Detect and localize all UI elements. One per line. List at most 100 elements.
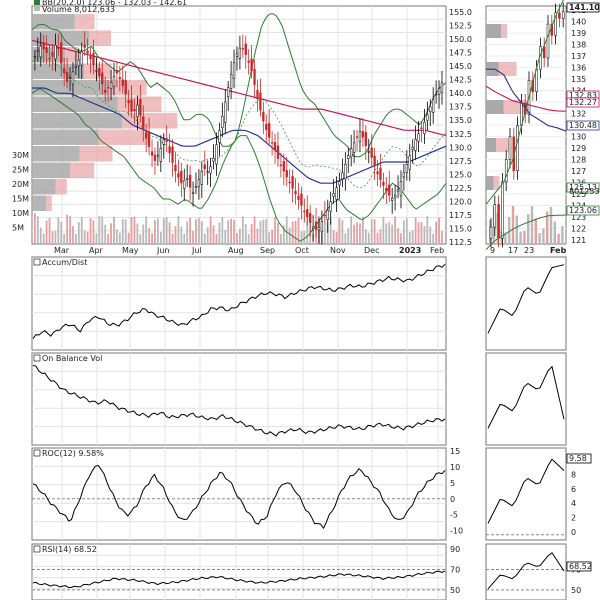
volume-bar xyxy=(341,220,344,244)
x-tick-label: Feb xyxy=(430,246,444,255)
volume-bar xyxy=(189,217,192,244)
candle-body xyxy=(420,127,423,129)
candle-body xyxy=(180,170,183,184)
volume-bar xyxy=(39,227,42,244)
candle-body xyxy=(323,214,326,217)
main-y-tick-label: 150.0 xyxy=(449,35,472,44)
legend-bb: BB(20,2.0) 123.06 - 132.03 - 142.61 xyxy=(42,0,187,7)
candle-body xyxy=(358,131,362,143)
candle-body xyxy=(414,139,417,151)
candle-body xyxy=(106,87,110,89)
volume-bar xyxy=(121,219,124,244)
candle-body xyxy=(127,100,130,104)
volume-bar xyxy=(57,217,60,244)
candle-body xyxy=(402,172,406,178)
volume-bar xyxy=(332,230,335,244)
volume-bar xyxy=(107,234,110,244)
volume-bar xyxy=(323,221,326,244)
volume-bar xyxy=(48,218,51,244)
candle-body xyxy=(291,176,294,189)
volume-by-price-bar xyxy=(32,14,75,30)
side-price-label-box xyxy=(566,120,600,131)
candle-body xyxy=(186,178,189,180)
candle-body xyxy=(265,123,268,130)
side-x-tick-label: 23 xyxy=(524,246,534,255)
candle-body xyxy=(373,155,376,167)
volume-bar xyxy=(171,234,174,244)
x-tick-label: Mar xyxy=(54,246,70,255)
candle-body xyxy=(130,99,133,112)
main-y-tick-label: 152.5 xyxy=(449,22,472,31)
volume-bar xyxy=(376,232,379,244)
volume-bar xyxy=(300,231,303,244)
side-y-tick-label: 139 xyxy=(571,29,586,38)
x-tick-label: 2023 xyxy=(399,246,421,255)
candle-body xyxy=(376,171,379,175)
candle-body xyxy=(139,99,142,116)
volume-by-price-bar-up xyxy=(108,80,147,96)
volume-by-price-bar-up xyxy=(74,14,95,30)
volume-bar xyxy=(113,216,115,244)
candle-body xyxy=(347,155,350,159)
volume-bar xyxy=(394,216,397,244)
candle-body xyxy=(45,47,48,53)
candle-body xyxy=(101,72,104,85)
side-upper-band xyxy=(485,0,564,205)
side-volume-bar xyxy=(553,221,556,244)
side-lower-band xyxy=(485,214,567,250)
candle-body xyxy=(60,42,63,64)
volume-bar xyxy=(195,219,197,244)
candle-body xyxy=(109,82,113,90)
main-y-tick-label: 112.5 xyxy=(449,238,472,247)
volume-bar xyxy=(250,223,253,244)
volume-bar xyxy=(209,216,212,244)
volume-by-price-bar-up xyxy=(55,179,67,195)
candle-body xyxy=(344,163,347,180)
volume-by-price-bar xyxy=(32,195,47,211)
candle-body xyxy=(112,76,116,87)
candle-body xyxy=(224,101,227,123)
indicator-y-tick-label: -5 xyxy=(450,511,458,520)
volume-bar xyxy=(356,222,358,244)
volume-bar xyxy=(180,226,183,244)
volume-bar xyxy=(83,230,86,244)
volume-by-price-bar-up xyxy=(98,129,148,145)
volume-y-tick-label: 25M xyxy=(12,166,29,175)
side-candle-body xyxy=(546,23,550,59)
side-candle-body xyxy=(558,12,561,19)
side-volume-bar xyxy=(538,233,541,244)
side-price-label: 132.83 xyxy=(569,91,597,100)
main-y-tick-label: 130.0 xyxy=(449,143,472,152)
candle-body xyxy=(212,157,215,162)
volume-bar xyxy=(364,229,367,244)
legend-volume-swatch xyxy=(34,6,40,11)
upper-bollinger-band xyxy=(31,13,447,158)
side-y-tick-label: 121 xyxy=(571,236,586,245)
candle-body xyxy=(150,151,154,156)
main-y-tick-label: 120.0 xyxy=(449,197,472,206)
volume-bar xyxy=(282,225,285,244)
side-volume-bar xyxy=(511,206,515,244)
candle-body xyxy=(393,194,397,198)
volume-y-tick-label: 20M xyxy=(12,180,29,189)
volume-bar xyxy=(435,221,438,244)
side-last-value-box xyxy=(566,453,592,464)
side-y-tick-label: 140 xyxy=(571,18,586,27)
volume-bar xyxy=(183,233,186,244)
volume-bar xyxy=(69,216,71,244)
volume-bar xyxy=(338,218,341,244)
volume-bar xyxy=(66,214,69,244)
side-vbp-bar-up xyxy=(498,62,517,76)
side-vbp-bar xyxy=(486,24,501,38)
volume-bar xyxy=(405,218,408,244)
indicator-y-tick-label: 15 xyxy=(450,447,460,456)
side-price-label: 130.48 xyxy=(569,121,597,130)
main-y-tick-label: 145.0 xyxy=(449,62,472,71)
volume-bar xyxy=(411,230,414,244)
volume-y-tick-label: 30M xyxy=(12,151,29,160)
side-price-label: 132.27 xyxy=(569,98,597,107)
candle-body xyxy=(411,146,414,150)
side-volume-bar xyxy=(549,206,553,244)
candle-body xyxy=(288,181,291,184)
volume-bar xyxy=(162,218,165,244)
